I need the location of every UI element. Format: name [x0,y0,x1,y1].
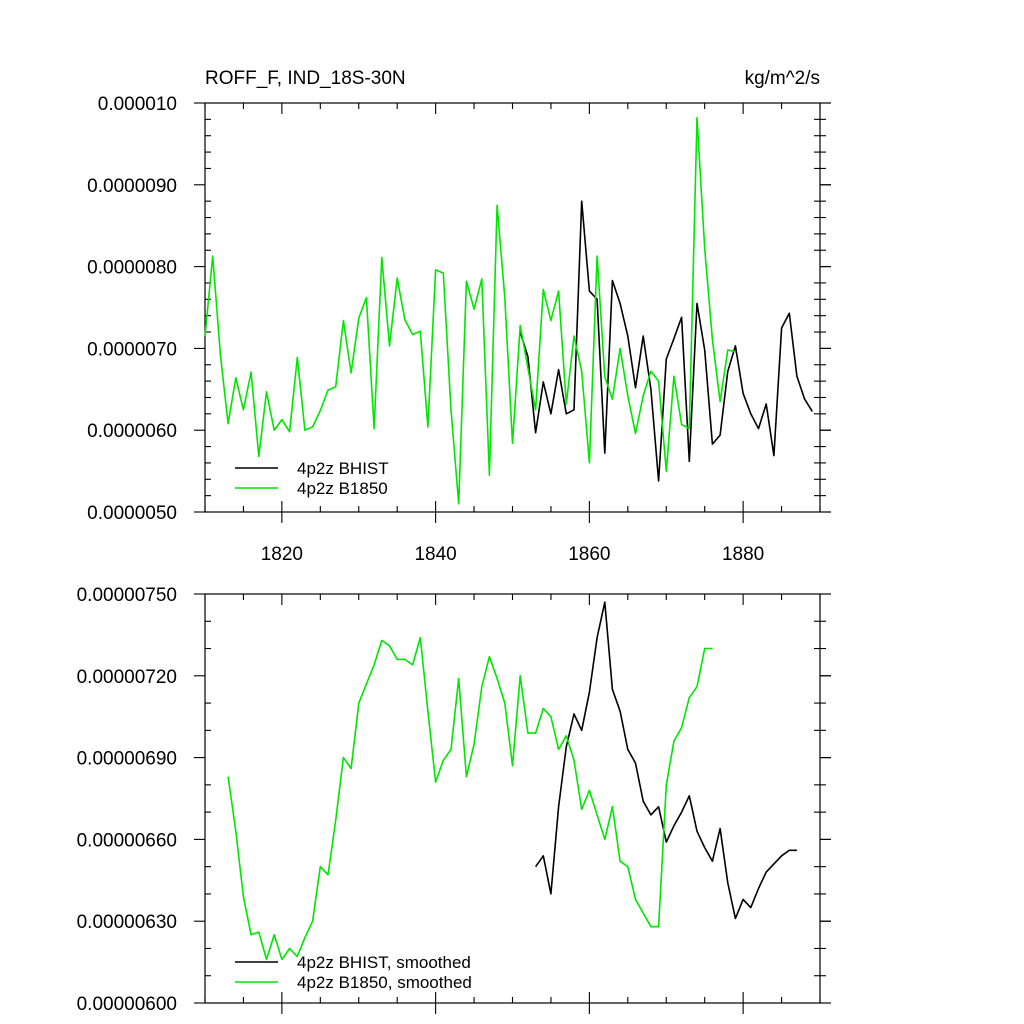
chart-title: ROFF_F, IND_18S-30N [205,68,406,89]
legend-label: 4p2z BHIST [297,459,389,478]
units-label: kg/m^2/s [745,68,820,89]
y-tick-label: 0.00000750 [77,585,177,606]
x-tick-label: 1880 [722,544,764,565]
y-tick-label: 0.0000080 [87,258,177,279]
y-tick-label: 0.00000630 [77,912,177,933]
series-line [204,116,736,505]
legend-label: 4p2z B1850, smoothed [297,973,472,992]
y-tick-label: 0.000010 [98,94,177,115]
x-tick-label: 1860 [568,544,610,565]
plot-frame [204,593,821,1004]
legend-label: 4p2z B1850 [297,479,388,498]
y-tick-label: 0.00000600 [77,994,177,1015]
bottom-chart-panel: 0.00000600 0.00000630 0.00000660 0.00000690… [77,585,831,1015]
y-tick-label: 0.0000050 [87,503,177,524]
series-line [534,601,797,920]
y-tick-label: 0.00000690 [77,749,177,770]
y-tick-label: 0.0000060 [87,421,177,442]
y-tick-label: 0.00000720 [77,667,177,688]
series-line [227,636,713,961]
series-line [519,200,813,482]
y-tick-label: 0.0000090 [87,176,177,197]
y-tick-label: 0.00000660 [77,830,177,851]
plot-frame [204,102,821,513]
legend-label: 4p2z BHIST, smoothed [297,953,471,972]
y-tick-label: 0.0000070 [87,339,177,360]
x-tick-label: 1840 [414,544,456,565]
top-chart-panel: 0.0000050 0.0000060 0.0000070 0.0000080 0.00… [87,68,831,565]
x-tick-label: 1820 [261,544,303,565]
